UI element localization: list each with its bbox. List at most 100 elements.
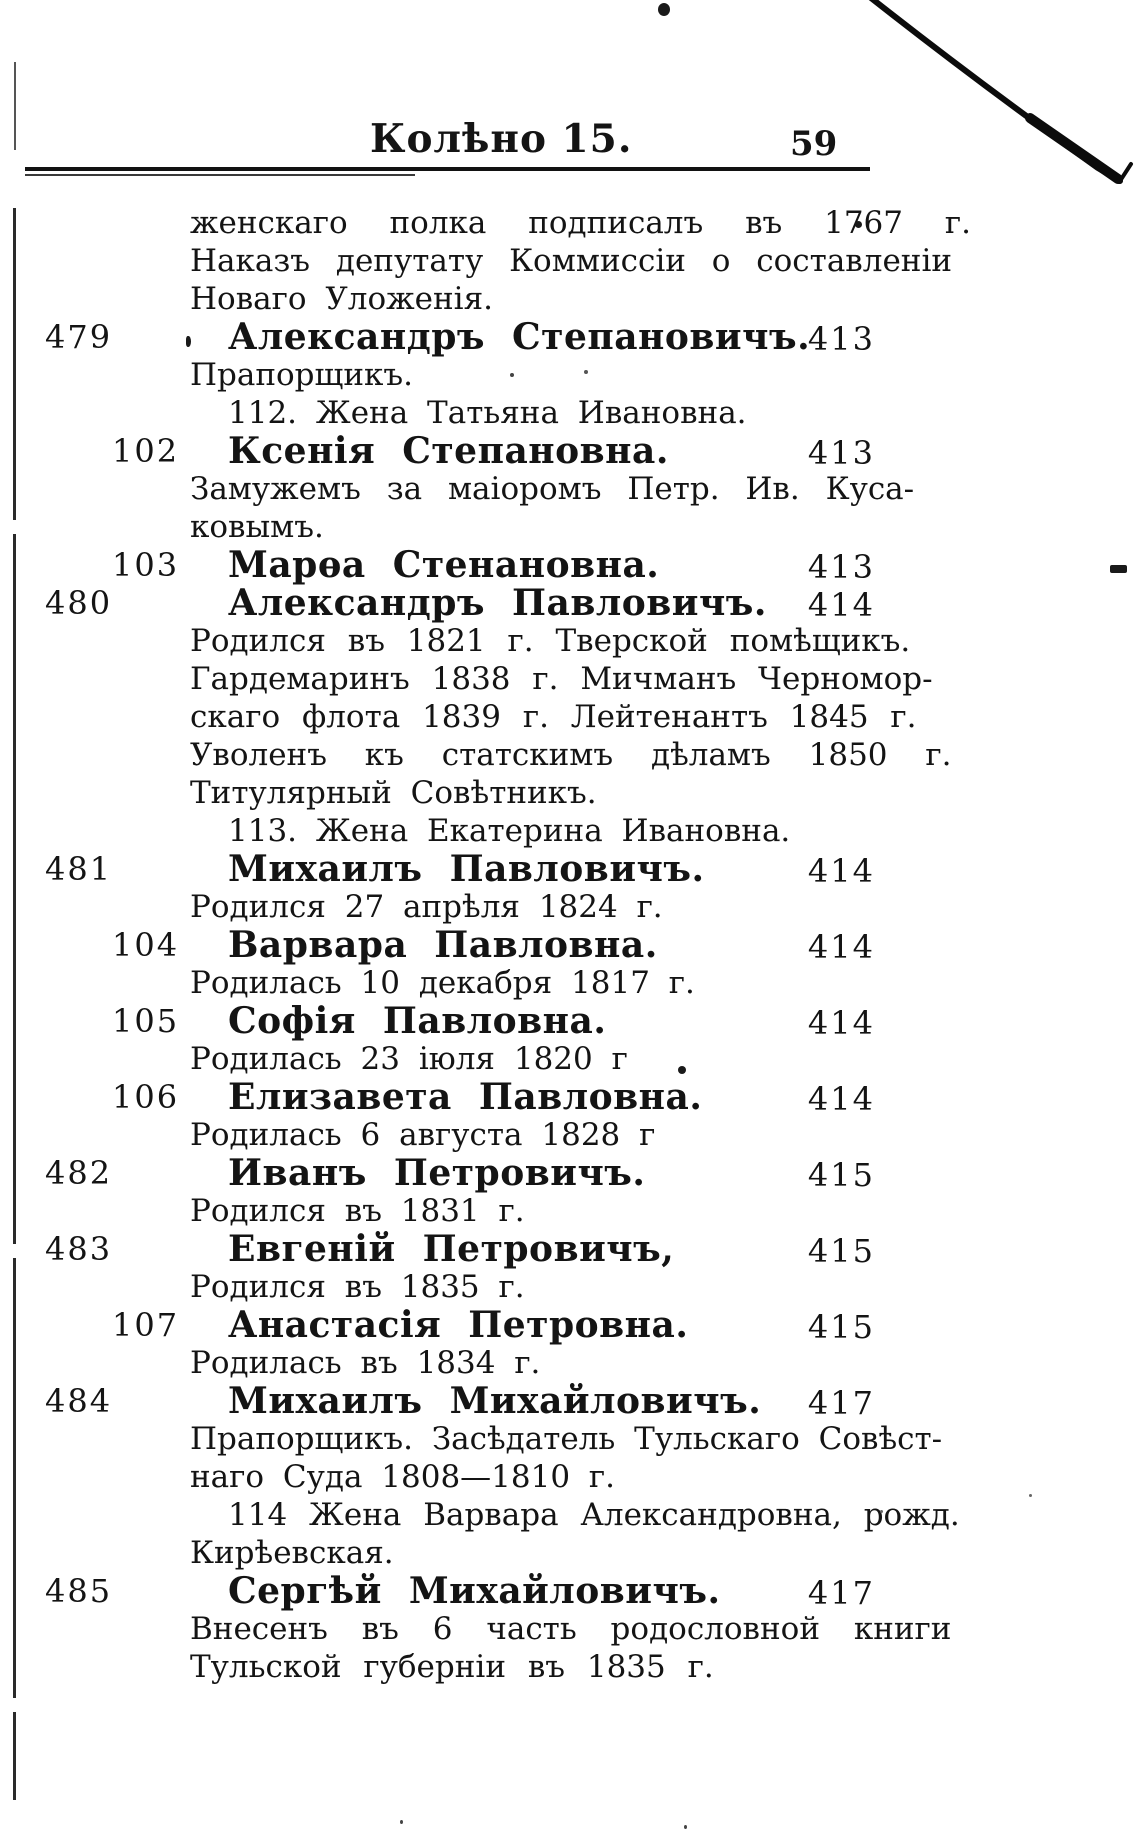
entry-name: Ксенія Степановна. <box>228 430 669 472</box>
ink-dot-artifact <box>510 373 514 377</box>
entry-line: 103 Марѳа Стенановна. 413 <box>0 544 1140 586</box>
ink-comma-artifact <box>186 336 191 347</box>
text-line: Внесенъ въ 6 часть родословной книги <box>190 1611 952 1647</box>
entry-line: 102 Ксенія Степановна. 413 <box>0 430 1140 472</box>
entry-name: Михаилъ Михайловичъ. <box>228 1380 762 1422</box>
entry-number: 482 <box>45 1154 113 1192</box>
text-line: Родился въ 1835 г. <box>190 1269 525 1305</box>
entry-name: Александръ Павловичъ. <box>228 582 767 624</box>
entry-name: Софія Павловна. <box>228 1000 607 1042</box>
page-edge-line-artifact <box>14 62 16 150</box>
entry-number: 481 <box>45 850 113 888</box>
ink-dot-artifact <box>678 1066 686 1074</box>
text-line: Гардемаринъ 1838 г. Мичманъ Черномор- <box>190 661 933 697</box>
entry-name: Елизавета Павловна. <box>228 1076 703 1118</box>
text-line: Тульской губерніи въ 1835 г. <box>190 1649 714 1685</box>
entry-line: 485 Сергѣй Михайловичъ. 417 <box>0 1570 1140 1612</box>
page-edge-line-gap <box>11 1244 18 1258</box>
entry-number: 105 <box>112 1002 180 1040</box>
text-line: Замужемъ за маіоромъ Петр. Ив. Куса- <box>190 471 915 507</box>
entry-name: Иванъ Петровичъ. <box>228 1152 646 1194</box>
entry-line: 107 Анастасія Петровна. 415 <box>0 1304 1140 1346</box>
page-ref: 414 <box>807 928 875 966</box>
entry-number: 103 <box>112 546 180 584</box>
page-ref: 414 <box>807 1080 875 1118</box>
entry-number: 483 <box>45 1230 113 1268</box>
entry-line: 484 Михаилъ Михайловичъ. 417 <box>0 1380 1140 1422</box>
header-rule-double-strike <box>25 174 415 176</box>
entry-line: 483 Евгеній Петровичъ, 415 <box>0 1228 1140 1270</box>
entry-name: Александръ Степановичъ. <box>228 316 811 358</box>
text-line: наго Суда 1808—1810 г. <box>190 1459 616 1495</box>
entry-number: 102 <box>112 432 180 470</box>
text-line: Кирѣевская. <box>190 1535 394 1571</box>
entry-line: 479 Александръ Степановичъ. 413 <box>0 316 1140 358</box>
ink-dot-artifact <box>855 221 862 228</box>
page-ref: 414 <box>807 852 875 890</box>
text-line: Титулярный Совѣтникъ. <box>190 775 597 811</box>
entry-number: 485 <box>45 1572 113 1610</box>
text-line: Родилась 10 декабря 1817 г. <box>190 965 695 1001</box>
text-line: Родился въ 1821 г. Тверской помѣщикъ. <box>190 623 911 659</box>
page-ref: 414 <box>807 586 875 624</box>
entry-number: 106 <box>112 1078 180 1116</box>
page-ref: 415 <box>807 1156 875 1194</box>
entry-name: Варвара Павловна. <box>228 924 658 966</box>
text-line: Родился 27 апрѣля 1824 г. <box>190 889 663 925</box>
entry-name: Марѳа Стенановна. <box>228 544 660 586</box>
page-edge-line-gap <box>11 520 18 534</box>
text-line: Новаго Уложенія. <box>190 281 494 317</box>
text-line: Родился въ 1831 г. <box>190 1193 525 1229</box>
text-line: ковымъ. <box>190 509 324 545</box>
text-line: скаго флота 1839 г. Лейтенантъ 1845 г. <box>190 699 917 735</box>
page-ref: 413 <box>807 548 875 586</box>
text-line: Родилась въ 1834 г. <box>190 1345 541 1381</box>
entry-line: 481 Михаилъ Павловичъ. 414 <box>0 848 1140 890</box>
entry-line: 106 Елизавета Павловна. 414 <box>0 1076 1140 1118</box>
entry-line: 104 Варвара Павловна. 414 <box>0 924 1140 966</box>
wife-line: 112. Жена Татьяна Ивановна. <box>228 395 747 431</box>
page-edge-line-gap <box>11 1698 18 1712</box>
text-line: Родилась 23 іюля 1820 г <box>190 1041 628 1077</box>
text-column: женскаго полка подписалъ въ 1767 г. Нака… <box>0 204 1140 1686</box>
entry-name: Сергѣй Михайловичъ. <box>228 1570 721 1612</box>
page-number: 59 <box>790 124 838 164</box>
generation-heading: Колѣно 15. <box>370 116 633 162</box>
page-ref: 417 <box>807 1384 875 1422</box>
entry-name: Анастасія Петровна. <box>228 1304 689 1346</box>
page-ref: 415 <box>807 1232 875 1270</box>
page-edge-line-artifact <box>13 208 16 1800</box>
page-ref: 415 <box>807 1308 875 1346</box>
entry-line: 105 Софія Павловна. 414 <box>0 1000 1140 1042</box>
ink-dot-artifact <box>584 370 588 374</box>
page-ref: 417 <box>807 1574 875 1612</box>
entry-name: Михаилъ Павловичъ. <box>228 848 705 890</box>
text-line: Прапорщикъ. <box>190 357 413 393</box>
entry-number: 479 <box>45 318 113 356</box>
text-line: Наказъ депутату Коммиссіи о составленіи <box>190 243 953 279</box>
text-line: Прапорщикъ. Засѣдатель Тульскаго Совѣст- <box>190 1421 943 1457</box>
text-line: женскаго полка подписалъ въ 1767 г. <box>190 205 971 241</box>
ink-dot-artifact <box>400 1820 403 1824</box>
entry-number: 107 <box>112 1306 180 1344</box>
entry-line: 482 Иванъ Петровичъ. 415 <box>0 1152 1140 1194</box>
wife-line: 113. Жена Екатерина Ивановна. <box>228 813 791 849</box>
ink-dot-artifact <box>658 3 670 16</box>
entry-number: 484 <box>45 1382 113 1420</box>
entry-name: Евгеній Петровичъ, <box>228 1228 675 1270</box>
entry-line: 480 Александръ Павловичъ. 414 <box>0 582 1140 624</box>
page-ref: 414 <box>807 1004 875 1042</box>
ink-dot-artifact <box>880 1510 883 1513</box>
entry-number: 104 <box>112 926 180 964</box>
page-ref: 413 <box>807 320 875 358</box>
header-rule <box>25 167 870 171</box>
ink-dash-artifact <box>1110 565 1127 573</box>
ink-dot-artifact <box>684 1825 687 1829</box>
entry-number: 480 <box>45 584 113 622</box>
wife-line: 114 Жена Варвара Александровна, рожд. <box>228 1497 960 1533</box>
text-line: Родилась 6 августа 1828 г <box>190 1117 656 1153</box>
text-line: Уволенъ къ статскимъ дѣламъ 1850 г. <box>190 737 952 773</box>
page-ref: 413 <box>807 434 875 472</box>
ink-dot-artifact <box>1029 1494 1032 1497</box>
